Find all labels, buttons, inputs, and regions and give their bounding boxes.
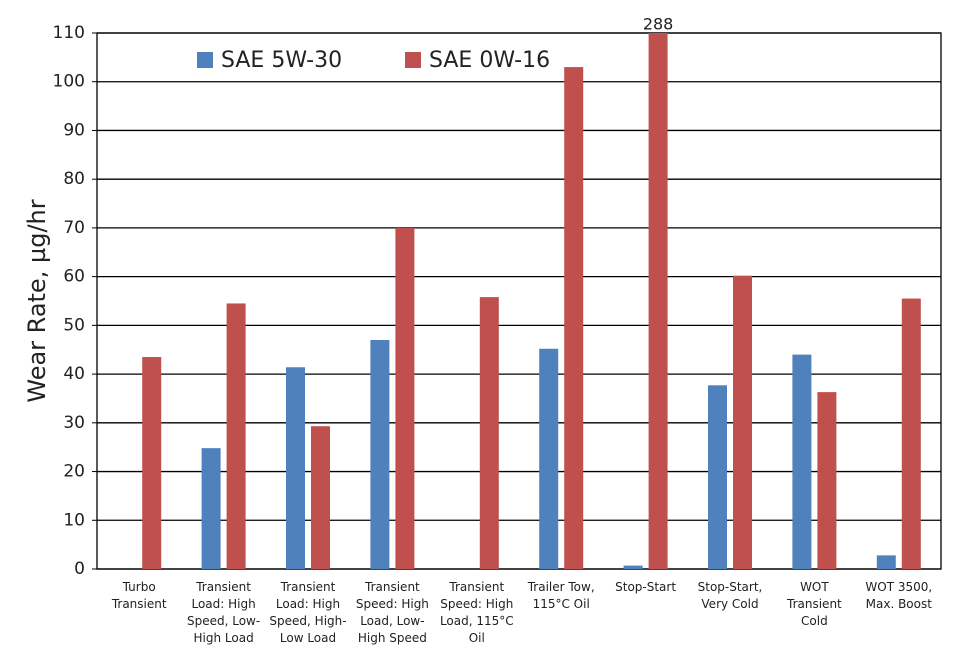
legend-label: SAE 5W-30 <box>221 48 342 73</box>
x-tick-label: Transient Speed: High Load, 115°C Oil <box>439 580 514 645</box>
y-tick-label: 50 <box>63 315 85 335</box>
bar <box>623 565 643 569</box>
y-tick-label: 10 <box>63 510 85 530</box>
bar <box>876 555 896 569</box>
bar <box>792 354 812 569</box>
y-tick-label: 40 <box>63 364 85 384</box>
y-tick-label: 60 <box>63 267 85 287</box>
x-tick-label: Transient Speed: High Load, Low-High Spe… <box>355 580 429 645</box>
bar <box>142 357 162 569</box>
x-tick-label: Transient Load: High Speed, High-Low Loa… <box>269 580 347 645</box>
bar <box>648 33 668 569</box>
legend-swatch <box>405 52 421 68</box>
value-label: 288 <box>643 15 674 34</box>
bar <box>311 426 330 569</box>
y-axis-label: Wear Rate, µg/hr <box>23 199 51 402</box>
bar <box>733 275 752 569</box>
bar <box>226 303 246 569</box>
legend-label: SAE 0W-16 <box>429 48 550 73</box>
y-tick-label: 100 <box>53 72 85 92</box>
bar <box>564 67 584 569</box>
plot-border <box>96 32 942 570</box>
bar <box>479 297 499 569</box>
x-tick-label: WOT 3500, Max. Boost <box>865 580 933 611</box>
x-tick-label: WOT Transient Cold <box>787 580 842 628</box>
bar <box>539 348 559 569</box>
x-tick-label: Stop-Start, Very Cold <box>697 580 763 611</box>
bar <box>817 392 837 569</box>
bar <box>901 298 921 569</box>
y-tick-label: 30 <box>63 413 85 433</box>
bar <box>708 385 727 569</box>
bar <box>286 367 305 569</box>
y-tick-label: 90 <box>63 120 85 140</box>
x-tick-label: Trailer Tow, 115°C Oil <box>527 580 595 611</box>
y-tick-label: 110 <box>53 23 85 43</box>
bar <box>395 227 415 569</box>
y-tick-label: 70 <box>63 218 85 238</box>
y-tick-label: 20 <box>63 462 85 482</box>
y-tick-label: 0 <box>74 559 85 579</box>
x-tick-label: Turbo Transient <box>111 580 167 611</box>
x-tick-label: Stop-Start <box>615 580 677 594</box>
legend-swatch <box>197 52 213 68</box>
bar <box>201 448 221 569</box>
x-tick-label: Transient Load: High Speed, Low-High Loa… <box>186 580 261 645</box>
bar <box>370 339 390 569</box>
y-tick-label: 80 <box>63 169 85 189</box>
